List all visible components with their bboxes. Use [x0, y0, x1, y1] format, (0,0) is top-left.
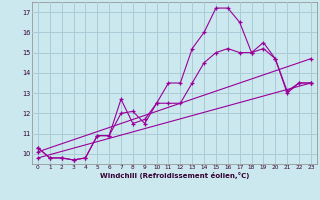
X-axis label: Windchill (Refroidissement éolien,°C): Windchill (Refroidissement éolien,°C) — [100, 172, 249, 179]
